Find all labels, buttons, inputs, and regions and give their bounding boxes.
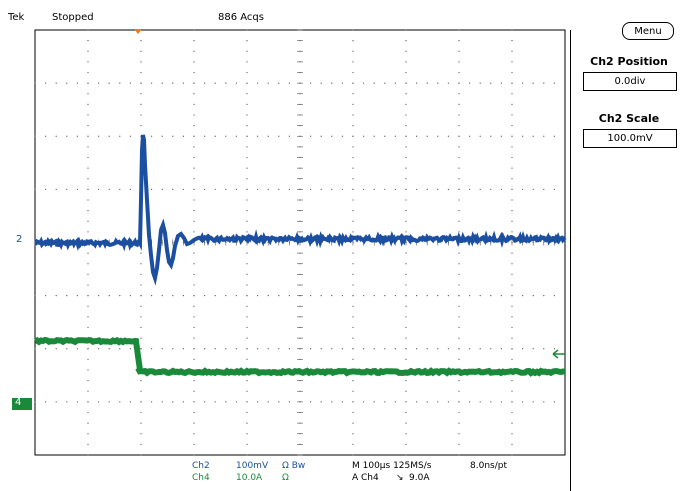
- ch2-scale: 100mV: [236, 461, 269, 471]
- ch2-ground-label: 2: [16, 234, 23, 245]
- trigger-slope: ↘: [396, 473, 404, 483]
- menu-button[interactable]: Menu: [622, 22, 674, 40]
- ch4-coupling: Ω: [282, 473, 289, 483]
- trigger-level: 9.0A: [409, 473, 430, 483]
- display-divider: [570, 30, 571, 491]
- ch2-position-title: Ch2 Position: [590, 55, 668, 68]
- ch2-name: Ch2: [192, 461, 210, 471]
- ch2-position-value[interactable]: 0.0div: [583, 72, 677, 91]
- trigger-position-marker: [134, 29, 142, 34]
- ch4-waveform: [34, 336, 565, 377]
- ch4-ground-label: 4: [15, 397, 22, 408]
- ch2-scale-title: Ch2 Scale: [598, 112, 660, 125]
- record-interval: 8.0ns/pt: [470, 461, 507, 471]
- acquisition-state: Stopped: [52, 12, 94, 23]
- trigger-source: A Ch4: [352, 473, 379, 483]
- trigger-level-arrow: [552, 349, 565, 359]
- timebase-readout: M 100μs 125MS/s: [352, 461, 432, 471]
- ch2-coupling: Ω Bw: [282, 461, 306, 471]
- graticule: [34, 29, 566, 456]
- ch2-waveform: [34, 134, 567, 286]
- acquisition-count: 886 Acqs: [218, 12, 264, 23]
- ch4-name: Ch4: [192, 473, 210, 483]
- ch4-ground-marker: [12, 398, 32, 410]
- brand-label: Tek: [8, 12, 25, 23]
- ch2-scale-value[interactable]: 100.0mV: [583, 129, 677, 148]
- ch4-scale: 10.0A: [236, 473, 263, 483]
